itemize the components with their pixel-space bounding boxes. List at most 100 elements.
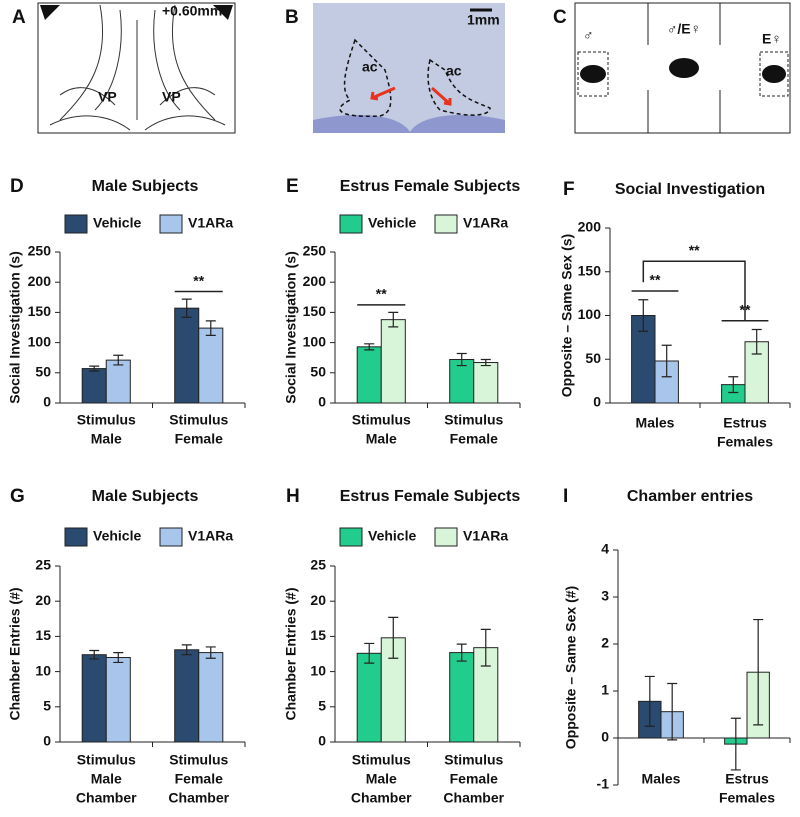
y-tick-label: 20	[310, 592, 326, 608]
bar	[198, 327, 224, 404]
y-tick-label: 2	[601, 635, 609, 651]
bar	[356, 652, 382, 743]
y-tick-label: 0	[601, 729, 609, 745]
chart-title: Estrus Female Subjects	[340, 488, 521, 505]
error-bar	[113, 651, 124, 664]
x-tick-label: Stimulus	[352, 412, 411, 428]
x-tick-label: Male	[366, 771, 397, 787]
y-tick-label: 1	[601, 682, 609, 698]
error-bar	[364, 642, 375, 664]
cup	[759, 51, 789, 97]
scale-label: 1mm	[467, 12, 500, 28]
y-tick-label: 0	[43, 733, 51, 749]
error-bar	[89, 365, 100, 372]
y-tick-label: 250	[28, 243, 52, 259]
bregma-label: +0.60mm	[162, 3, 222, 19]
y-tick-label: 25	[310, 557, 326, 573]
error-bar	[751, 328, 762, 355]
arrow	[370, 86, 452, 106]
mouse-icon	[669, 58, 699, 78]
legend-label: Vehicle	[93, 215, 141, 231]
error-bar	[388, 616, 399, 659]
x-tick-label: Males	[642, 771, 681, 787]
bar	[81, 368, 107, 404]
bar	[174, 649, 200, 743]
legend-label: V1ARa	[463, 528, 508, 544]
chart-title: Male Subjects	[92, 178, 199, 195]
x-tick-label: Male	[91, 771, 122, 787]
panel-letter: C	[553, 7, 567, 28]
error-bar	[113, 354, 124, 366]
x-tick-label: Females	[719, 790, 775, 806]
legend-swatch	[339, 527, 363, 547]
y-tick-label: 15	[35, 627, 51, 643]
significance-label: **	[376, 286, 387, 302]
legend-label: V1ARa	[188, 215, 233, 231]
legend-swatch	[434, 527, 458, 547]
significance-label: **	[689, 242, 700, 258]
x-tick-label: Stimulus	[77, 752, 136, 768]
x-tick-label: Female	[175, 431, 223, 447]
error-bar	[456, 352, 467, 367]
y-tick-label: 50	[310, 364, 326, 380]
x-tick-label: Chamber	[351, 790, 412, 806]
y-tick-label: 50	[585, 350, 601, 366]
panel-a: A +0.60mm VP VP	[12, 2, 236, 134]
x-tick-label: Males	[636, 415, 675, 431]
error-bar	[753, 618, 764, 726]
x-tick-label: Male	[91, 431, 122, 447]
panel-letter: B	[285, 7, 299, 28]
y-tick-label: 3	[601, 588, 609, 604]
error-bar	[181, 644, 192, 656]
bar	[174, 307, 200, 404]
chamber-label: ♂/E♀	[667, 21, 701, 37]
y-tick-label: 25	[35, 557, 51, 573]
y-tick-label: 15	[310, 627, 326, 643]
y-tick-label: 50	[35, 364, 51, 380]
y-tick-label: 200	[303, 273, 327, 289]
error-bar	[644, 675, 655, 727]
y-tick-label: 5	[318, 698, 326, 714]
y-tick-label: 200	[578, 219, 602, 235]
bar	[81, 654, 107, 743]
y-tick-label: 150	[28, 303, 52, 319]
x-tick-label: Male	[366, 431, 397, 447]
error-bar	[205, 320, 216, 336]
legend-label: V1ARa	[463, 215, 508, 231]
bar	[105, 359, 131, 404]
bar	[105, 657, 131, 743]
mouse-icon	[762, 65, 786, 83]
panel-letter: I	[563, 486, 568, 507]
atlas-contours	[49, 4, 226, 131]
error-bar	[181, 298, 192, 318]
y-tick-label: 4	[601, 541, 609, 557]
y-tick-label: 0	[593, 394, 601, 410]
legend-label: Vehicle	[368, 215, 416, 231]
y-tick-label: 150	[303, 303, 327, 319]
bar	[198, 652, 224, 743]
panel-letter: F	[563, 179, 575, 200]
x-tick-label: Chamber	[443, 790, 504, 806]
x-tick-label: Females	[717, 434, 773, 450]
bar	[473, 362, 499, 404]
panel-letter: D	[10, 176, 24, 197]
x-tick-label: Estrus	[725, 771, 769, 787]
error-bar	[667, 682, 678, 741]
x-tick-label: Estrus	[723, 415, 767, 431]
divider	[647, 3, 721, 133]
region-label: VP	[162, 89, 181, 105]
significance-bracket	[642, 260, 746, 321]
x-tick-label: Stimulus	[169, 412, 228, 428]
chart-title: Chamber entries	[627, 488, 753, 505]
x-tick-label: Female	[450, 771, 498, 787]
y-tick-label: 5	[43, 698, 51, 714]
y-tick-label: 0	[318, 733, 326, 749]
y-tick-label: 150	[578, 262, 602, 278]
error-bar	[89, 649, 100, 660]
x-tick-label: Chamber	[168, 790, 229, 806]
y-axis-label: Chamber Entries (#)	[283, 587, 299, 720]
error-bar	[728, 376, 739, 394]
x-tick-label: Stimulus	[352, 752, 411, 768]
y-tick-label: 100	[578, 306, 602, 322]
y-axis-label: Chamber Entries (#)	[7, 587, 23, 720]
